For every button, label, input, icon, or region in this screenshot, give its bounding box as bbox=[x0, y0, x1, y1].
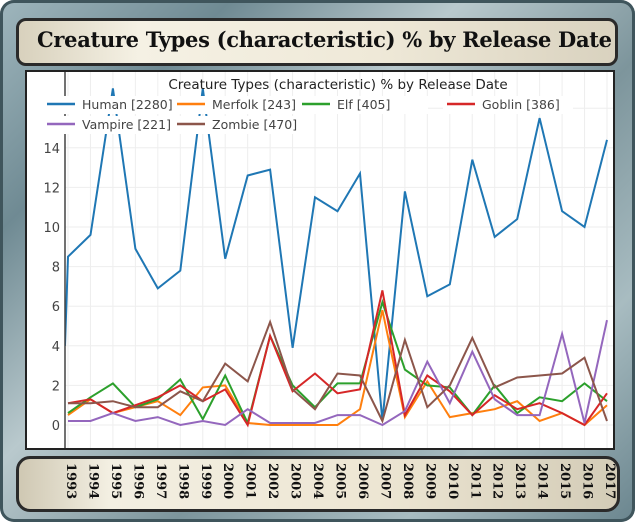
page-title: Creature Types (characteristic) % by Rel… bbox=[37, 27, 612, 52]
x-tick-label: 1995 bbox=[107, 463, 123, 500]
x-tick-label: 1999 bbox=[197, 463, 213, 500]
series-line-zombie bbox=[68, 319, 608, 424]
legend-bg bbox=[298, 96, 428, 114]
y-tick-label: 4 bbox=[52, 340, 60, 355]
x-tick-label: 2012 bbox=[489, 463, 505, 500]
series-line-merfolk bbox=[67, 309, 608, 427]
title-banner: Creature Types (characteristic) % by Rel… bbox=[16, 18, 618, 66]
x-tick-label: 2008 bbox=[399, 463, 415, 500]
x-tick-label: 2006 bbox=[354, 463, 370, 500]
y-tick-label: 0 bbox=[52, 419, 60, 434]
series-lines bbox=[65, 88, 608, 428]
chart-panel: 0246810121416 Creature Types (characteri… bbox=[25, 70, 615, 450]
series-line-elf bbox=[67, 298, 608, 426]
x-tick-label: 1997 bbox=[152, 463, 168, 500]
legend-bg bbox=[173, 96, 303, 114]
series-line-vampire bbox=[68, 319, 608, 427]
legend-item: Human [2280] bbox=[82, 97, 173, 112]
x-tick-label: 2015 bbox=[557, 463, 573, 500]
x-tick-label: 1998 bbox=[175, 463, 191, 500]
x-tick-label: 2010 bbox=[444, 463, 460, 500]
y-tick-label: 14 bbox=[43, 142, 60, 157]
x-tick-label: 2000 bbox=[220, 463, 236, 500]
legend-bg bbox=[173, 116, 303, 134]
x-tick-label: 2017 bbox=[602, 463, 617, 500]
x-tick-label: 2002 bbox=[265, 463, 281, 500]
x-tick-label: 2014 bbox=[534, 463, 550, 500]
x-tick-label: 2011 bbox=[467, 463, 483, 500]
legend-bg bbox=[43, 96, 173, 114]
y-tick-label: 2 bbox=[52, 379, 60, 394]
y-tick-label: 10 bbox=[43, 221, 60, 236]
legend-bg bbox=[43, 116, 173, 134]
series-line-goblin bbox=[67, 290, 608, 428]
y-tick-label: 6 bbox=[52, 300, 60, 315]
legend: Human [2280] Merfolk [243] Elf [405] Goblin… bbox=[43, 96, 573, 134]
legend-item: Elf [405] bbox=[337, 97, 390, 112]
series-line-human bbox=[65, 88, 608, 422]
x-tick-label: 2007 bbox=[377, 463, 393, 500]
legend-item: Zombie [470] bbox=[212, 117, 297, 132]
chart-title: Creature Types (characteristic) % by Rel… bbox=[168, 77, 507, 93]
y-tick-label: 12 bbox=[43, 181, 60, 196]
x-tick-label: 1994 bbox=[85, 463, 101, 500]
legend-bg bbox=[443, 96, 573, 114]
x-tick-label: 2013 bbox=[512, 463, 528, 500]
x-tick-label: 2009 bbox=[422, 463, 438, 500]
y-tick-label: 8 bbox=[52, 261, 60, 276]
legend-item: Merfolk [243] bbox=[212, 97, 296, 112]
x-tick-label: 2016 bbox=[579, 463, 595, 500]
y-tick-labels: 0246810121416 bbox=[43, 102, 60, 434]
line-chart: 0246810121416 Creature Types (characteri… bbox=[43, 72, 613, 448]
x-tick-label: 2005 bbox=[332, 463, 348, 500]
legend-item: Vampire [221] bbox=[82, 117, 171, 132]
x-tick-label: 1996 bbox=[130, 463, 146, 500]
legend-item: Goblin [386] bbox=[482, 97, 560, 112]
x-tick-label: 1993 bbox=[63, 463, 78, 500]
x-tick-label: 2001 bbox=[242, 463, 258, 500]
x-axis-banner: 1993 1994 1995 1996 1997 1998 1999 2000 2001 2002… bbox=[16, 456, 620, 512]
x-tick-label: 2004 bbox=[310, 463, 326, 500]
x-tick-label: 2003 bbox=[287, 463, 303, 500]
